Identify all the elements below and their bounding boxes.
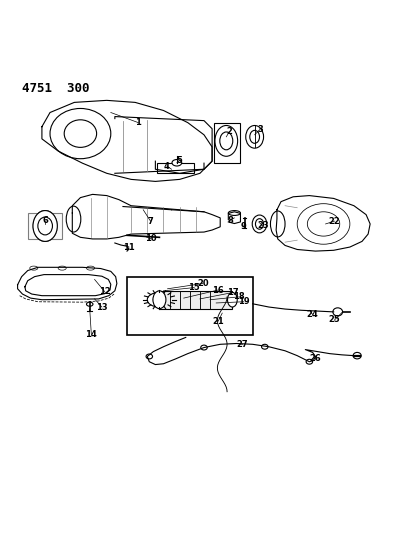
Bar <box>214 123 240 163</box>
Ellipse shape <box>86 266 95 270</box>
Ellipse shape <box>146 354 153 359</box>
Ellipse shape <box>306 359 313 364</box>
Ellipse shape <box>271 211 285 237</box>
Text: 21: 21 <box>212 317 224 326</box>
Text: 19: 19 <box>238 297 250 306</box>
Ellipse shape <box>333 308 343 316</box>
Ellipse shape <box>147 293 172 307</box>
Ellipse shape <box>228 293 237 307</box>
Ellipse shape <box>297 204 350 244</box>
Text: 26: 26 <box>310 354 322 364</box>
Text: 3: 3 <box>257 125 263 134</box>
Ellipse shape <box>215 125 237 156</box>
Bar <box>157 163 194 173</box>
Text: 23: 23 <box>257 222 268 230</box>
Text: 18: 18 <box>233 293 244 301</box>
Ellipse shape <box>201 345 207 350</box>
Text: 17: 17 <box>227 288 239 297</box>
Ellipse shape <box>172 159 182 166</box>
Ellipse shape <box>86 302 93 306</box>
Text: 10: 10 <box>146 235 157 244</box>
Text: 13: 13 <box>96 303 108 311</box>
Ellipse shape <box>38 217 53 235</box>
Text: 1: 1 <box>135 118 141 127</box>
Text: 7: 7 <box>148 216 153 225</box>
Text: 4751  300: 4751 300 <box>22 82 89 95</box>
Text: 20: 20 <box>197 279 208 288</box>
Ellipse shape <box>30 266 38 270</box>
Text: 12: 12 <box>99 287 111 296</box>
Text: 9: 9 <box>241 222 246 231</box>
Ellipse shape <box>353 352 361 359</box>
Ellipse shape <box>250 131 259 143</box>
Ellipse shape <box>307 212 340 236</box>
Ellipse shape <box>255 219 264 229</box>
Text: 11: 11 <box>123 243 135 252</box>
Ellipse shape <box>50 108 111 159</box>
Bar <box>28 213 62 239</box>
Bar <box>160 291 233 309</box>
Text: 8: 8 <box>228 216 233 225</box>
Ellipse shape <box>153 291 166 309</box>
Text: 14: 14 <box>85 330 97 339</box>
Ellipse shape <box>153 296 166 303</box>
Text: 15: 15 <box>188 283 200 292</box>
Ellipse shape <box>64 120 97 147</box>
Text: 16: 16 <box>212 286 224 295</box>
Ellipse shape <box>38 217 53 235</box>
Bar <box>127 277 253 335</box>
Text: 27: 27 <box>237 340 248 349</box>
Text: 5: 5 <box>177 156 183 165</box>
Ellipse shape <box>220 132 233 150</box>
Ellipse shape <box>262 344 268 349</box>
Text: 22: 22 <box>328 216 340 225</box>
Text: 6: 6 <box>42 216 48 225</box>
Ellipse shape <box>246 125 264 148</box>
Ellipse shape <box>228 211 240 215</box>
Text: 2: 2 <box>226 127 232 136</box>
Ellipse shape <box>252 215 267 233</box>
Ellipse shape <box>33 211 57 241</box>
Text: 24: 24 <box>307 310 319 319</box>
Text: 25: 25 <box>328 316 340 325</box>
Ellipse shape <box>33 211 57 241</box>
Ellipse shape <box>66 206 81 232</box>
Text: 4: 4 <box>164 161 170 171</box>
Ellipse shape <box>58 266 66 270</box>
